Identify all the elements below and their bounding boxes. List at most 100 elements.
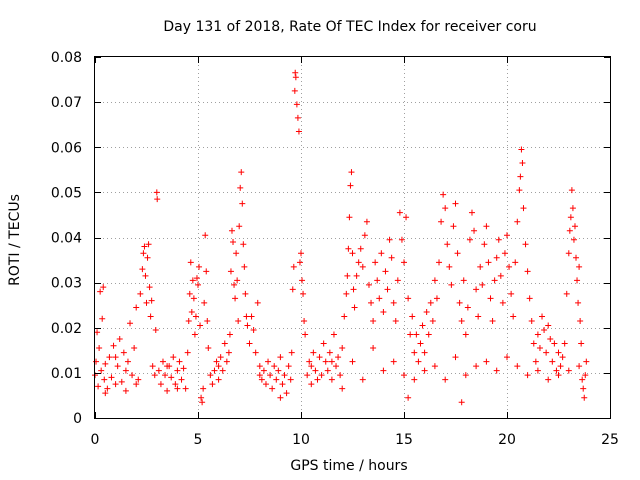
data-point: [446, 263, 453, 270]
data-point: [489, 317, 496, 324]
data-point: [580, 385, 587, 392]
data-point: [324, 367, 331, 374]
y-tick-labels: 0 0.01 0.02 0.03 0.04 0.05 0.06 0.07 0.08: [51, 50, 82, 427]
data-point: [493, 254, 500, 261]
data-point: [390, 358, 397, 365]
y-tick-label: 0.07: [51, 95, 82, 111]
data-point: [234, 277, 241, 284]
data-point: [306, 358, 313, 365]
data-point: [448, 281, 455, 288]
data-point: [491, 277, 498, 284]
data-point: [164, 387, 171, 394]
axis-ticks: [95, 57, 611, 419]
data-point: [545, 322, 552, 329]
data-point: [93, 358, 100, 365]
data-point: [256, 363, 263, 370]
data-point: [283, 390, 290, 397]
data-point: [345, 245, 352, 252]
data-point: [94, 329, 101, 336]
data-point: [154, 196, 161, 203]
data-point: [195, 281, 201, 288]
y-tick-label: 0: [73, 411, 82, 427]
data-point: [189, 277, 196, 284]
data-point: [277, 354, 284, 361]
data-point: [122, 387, 129, 394]
data-point: [475, 313, 482, 320]
data-point: [108, 374, 115, 381]
data-point: [504, 232, 510, 239]
data-point: [142, 272, 149, 279]
data-point: [337, 372, 344, 379]
data-point: [473, 286, 480, 293]
data-point: [228, 227, 235, 234]
data-point: [213, 358, 220, 365]
data-point: [419, 322, 426, 329]
data-point: [462, 331, 469, 338]
data-point: [415, 358, 422, 365]
data-point: [289, 286, 296, 293]
data-point: [151, 372, 158, 379]
data-point: [524, 372, 531, 379]
data-point: [328, 358, 335, 365]
data-point: [495, 236, 502, 243]
data-point: [209, 381, 216, 388]
data-point: [191, 331, 198, 338]
data-point: [357, 245, 364, 252]
data-point: [343, 290, 350, 297]
data-point: [100, 284, 107, 291]
data-point: [514, 218, 521, 225]
data-point: [240, 241, 247, 248]
data-point: [524, 268, 531, 275]
data-point: [221, 340, 228, 347]
data-point: [292, 69, 299, 76]
data-point: [579, 376, 586, 383]
data-point: [536, 345, 543, 352]
data-point: [522, 241, 529, 248]
data-point: [271, 363, 278, 370]
data-point: [131, 345, 138, 352]
data-point: [532, 358, 539, 365]
data-point: [411, 349, 418, 356]
data-point: [114, 363, 121, 370]
data-point: [545, 376, 552, 383]
data-point: [452, 200, 459, 207]
data-point: [118, 378, 125, 385]
data-point: [184, 349, 191, 356]
data-point: [320, 340, 327, 347]
data-point: [341, 313, 348, 320]
data-point: [576, 263, 583, 270]
data-point: [401, 372, 407, 379]
data-point: [398, 236, 405, 243]
data-point: [519, 160, 526, 167]
data-point: [427, 299, 434, 306]
data-points: [92, 69, 590, 406]
data-point: [466, 236, 473, 243]
data-point: [281, 372, 288, 379]
data-point: [149, 363, 156, 370]
data-point: [493, 367, 500, 374]
data-point: [196, 263, 203, 270]
data-point: [188, 308, 195, 315]
data-point: [215, 376, 222, 383]
data-point: [241, 263, 248, 270]
data-point: [547, 336, 554, 343]
data-point: [141, 243, 148, 250]
x-axis-label: GPS time / hours: [290, 458, 407, 474]
data-point: [314, 376, 321, 383]
data-point: [308, 381, 315, 388]
data-point: [442, 376, 449, 383]
data-point: [348, 169, 355, 176]
data-point: [425, 331, 432, 338]
data-point: [501, 250, 508, 257]
data-point: [98, 367, 105, 374]
data-point: [193, 275, 200, 282]
data-point: [168, 374, 175, 381]
data-point: [549, 358, 556, 365]
data-point: [302, 331, 309, 338]
y-tick-label: 0.01: [51, 366, 82, 382]
data-point: [301, 317, 308, 324]
data-point: [481, 241, 488, 248]
data-point: [460, 277, 467, 284]
data-point: [444, 241, 451, 248]
data-point: [565, 367, 572, 374]
